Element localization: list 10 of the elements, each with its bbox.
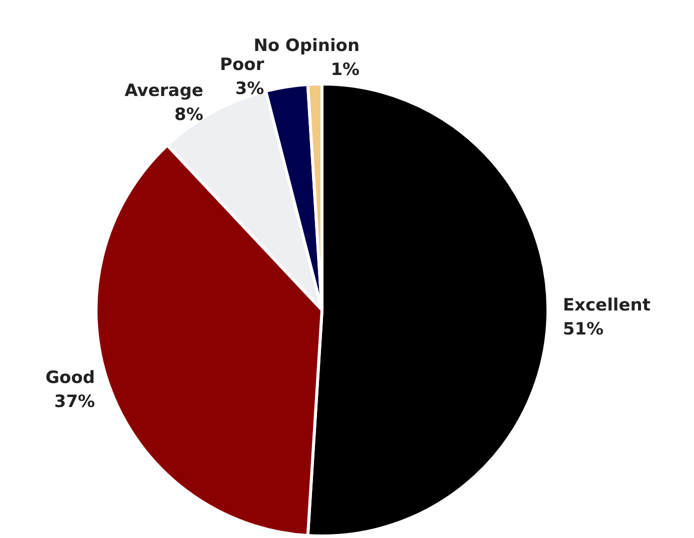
slice-label: Poor — [220, 54, 265, 75]
slice-label: Good — [45, 368, 95, 388]
slice-label: Excellent — [562, 295, 650, 316]
data-label: 37% — [54, 392, 95, 412]
data-label: 1% — [330, 60, 360, 80]
data-label: 8% — [174, 105, 204, 126]
slice-label: Average — [124, 81, 204, 102]
data-label: 51% — [562, 319, 604, 340]
data-label: 3% — [235, 78, 264, 99]
slice-label: No Opinion — [254, 36, 360, 56]
